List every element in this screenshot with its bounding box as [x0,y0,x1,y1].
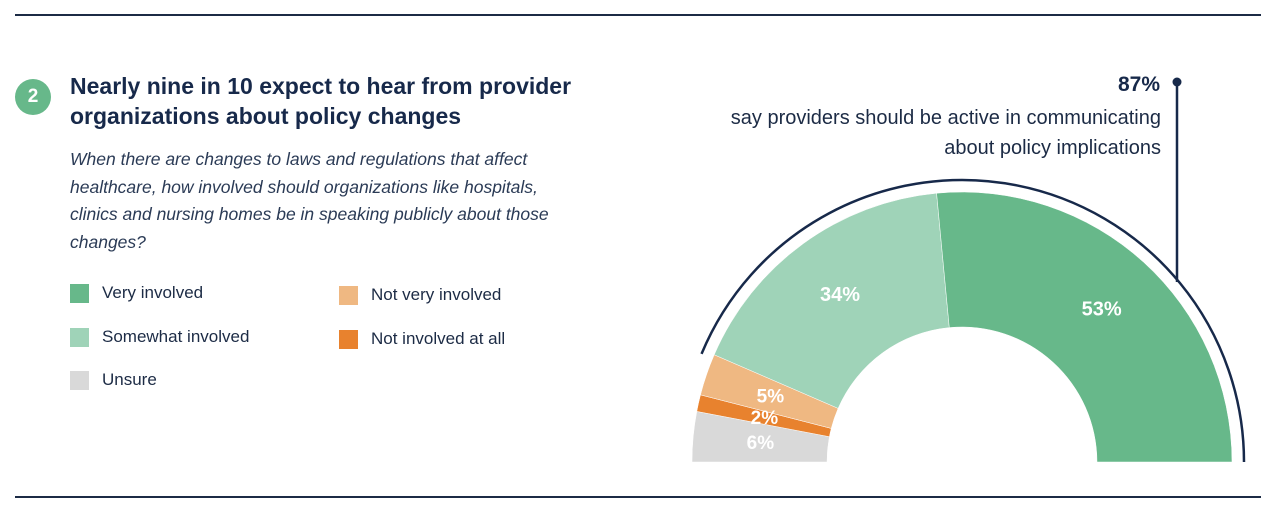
slice-label-very-involved: 53% [1082,299,1122,321]
callout-text: say providers should be active in commun… [730,107,1161,159]
legend-swatch [339,329,358,349]
bottom-rule [15,496,1261,498]
section-number-badge: 2 [15,79,51,115]
slice-label-not-very-involved: 5% [757,386,785,407]
slice-label-somewhat-involved: 34% [820,284,860,306]
callout-dot [1172,77,1182,87]
legend-label: Not involved at all [371,329,506,348]
highlight-bracket-arc [700,178,1246,463]
legend-swatch [339,285,358,305]
legend-item-not-involved-at-all: Not involved at all [339,329,505,349]
legend-item-unsure: Unsure [70,370,157,390]
legend-item-somewhat-involved: Somewhat involved [70,327,249,347]
legend-item-not-very-involved: Not very involved [339,285,501,305]
legend-label: Not very involved [371,285,502,304]
slice-somewhat-involved [713,192,950,409]
legend-label: Unsure [102,370,157,389]
legend-item-very-involved: Very involved [70,283,203,303]
survey-question: When there are changes to laws and regul… [70,149,549,252]
legend-swatch [70,370,89,390]
legend-swatch [70,283,89,303]
legend-label: Somewhat involved [102,327,250,346]
legend-label: Very involved [102,283,204,302]
headline: Nearly nine in 10 expect to hear from pr… [70,73,572,129]
legend-swatch [70,327,89,347]
slice-label-not-involved-at-all: 2% [751,408,779,429]
slice-label-unsure: 6% [747,433,775,454]
callout-percentage: 87% [1117,73,1160,96]
slice-very-involved [936,191,1233,463]
top-rule [15,14,1261,16]
